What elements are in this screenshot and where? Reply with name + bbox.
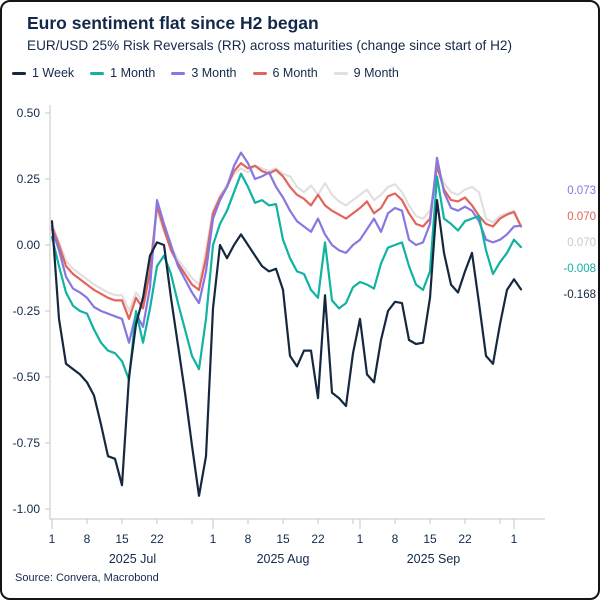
- legend: 1 Week 1 Month 3 Month 6 Month 9 Month: [12, 66, 399, 80]
- svg-text:-0.75: -0.75: [13, 436, 41, 450]
- svg-text:15: 15: [276, 532, 290, 546]
- svg-text:0.00: 0.00: [17, 238, 41, 252]
- axes: [45, 105, 545, 529]
- end-value-label-1-week: -0.168: [563, 289, 596, 301]
- chart-title: Euro sentiment flat since H2 began: [27, 13, 319, 33]
- y-axis-labels: 0.50 0.25 0.00 -0.25 -0.50 -0.75 -1.00: [13, 106, 41, 516]
- legend-label: 9 Month: [353, 66, 399, 80]
- legend-item-6-month: 6 Month: [252, 66, 318, 80]
- svg-text:8: 8: [245, 532, 252, 546]
- end-value-label-6-month: 0.070: [567, 211, 596, 223]
- svg-text:22: 22: [311, 532, 325, 546]
- svg-text:0.50: 0.50: [17, 106, 41, 120]
- source-text: Source: Convera, Macrobond: [15, 572, 159, 584]
- svg-text:1: 1: [357, 532, 364, 546]
- svg-text:-1.00: -1.00: [13, 502, 41, 516]
- x-axis-labels: 1 8 15 22 1 8 15 22 1 8 15 22 1 2025 Jul 2025 Aug 2025 …: [49, 532, 518, 566]
- svg-text:22: 22: [458, 532, 472, 546]
- svg-text:15: 15: [115, 532, 129, 546]
- legend-item-1-week: 1 Week: [12, 66, 74, 80]
- legend-label: 3 Month: [191, 66, 237, 80]
- svg-text:-0.50: -0.50: [13, 370, 41, 384]
- svg-text:8: 8: [392, 532, 399, 546]
- svg-text:2025 Aug: 2025 Aug: [257, 552, 310, 566]
- svg-text:-0.25: -0.25: [13, 304, 41, 318]
- series-line-9-month: [50, 164, 523, 313]
- end-value-label-3-month: 0.073: [567, 185, 596, 197]
- series-line-3-month: [50, 151, 523, 344]
- svg-text:2025 Sep: 2025 Sep: [407, 552, 461, 566]
- legend-swatch: [12, 71, 26, 75]
- legend-swatch: [333, 71, 348, 75]
- end-value-label-9-month: 0.070: [567, 237, 596, 249]
- legend-item-3-month: 3 Month: [171, 66, 237, 80]
- legend-swatch: [252, 71, 267, 75]
- svg-text:1: 1: [49, 532, 56, 546]
- svg-text:15: 15: [423, 532, 437, 546]
- svg-text:2025 Jul: 2025 Jul: [109, 552, 156, 566]
- legend-item-1-month: 1 Month: [90, 66, 155, 80]
- legend-item-9-month: 9 Month: [333, 66, 399, 80]
- end-value-label-1-month: -0.008: [563, 263, 596, 275]
- legend-label: 1 Month: [110, 66, 156, 80]
- legend-swatch: [90, 71, 105, 75]
- legend-label: 6 Month: [272, 66, 318, 80]
- chart-subtitle: EUR/USD 25% Risk Reversals (RR) across m…: [27, 38, 512, 53]
- series-line-1-week: [50, 199, 523, 497]
- svg-text:0.25: 0.25: [17, 172, 41, 186]
- svg-text:1: 1: [210, 532, 217, 546]
- svg-text:8: 8: [84, 532, 91, 546]
- svg-text:1: 1: [511, 532, 518, 546]
- legend-label: 1 Week: [32, 66, 75, 80]
- svg-text:22: 22: [150, 532, 164, 546]
- legend-swatch: [171, 71, 186, 75]
